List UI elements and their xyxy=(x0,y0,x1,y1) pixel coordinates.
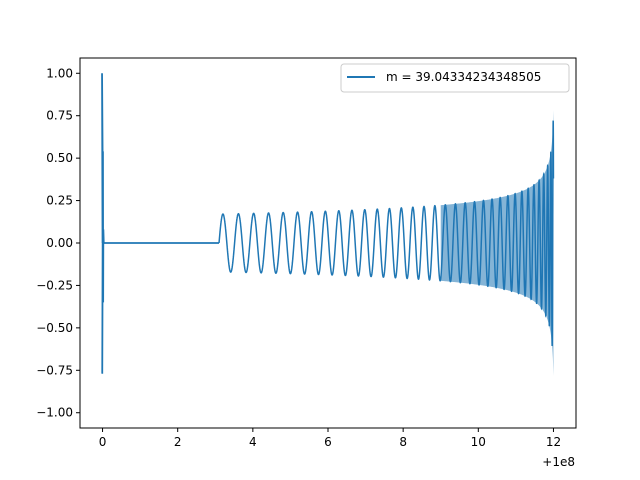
y-tick-label: 0.25 xyxy=(46,194,73,208)
x-tick-label: 10 xyxy=(471,435,486,449)
legend-box xyxy=(340,63,570,93)
x-tick-label: 8 xyxy=(399,435,407,449)
y-axis: −1.00 −0.75 −0.50 −0.25 0.00 0.25 0.50 0.75 1.00 xyxy=(36,66,80,420)
y-tick-label: 0.50 xyxy=(46,151,73,165)
x-offset-label: +1e8 xyxy=(542,455,575,469)
y-tick-label: 0.00 xyxy=(46,236,73,250)
x-tick-label: 4 xyxy=(249,435,257,449)
x-tick-label: 6 xyxy=(324,435,332,449)
series-spike xyxy=(101,73,105,374)
series-envelope xyxy=(440,110,554,376)
y-tick-label: 1.00 xyxy=(46,66,73,80)
y-tick-label: −0.25 xyxy=(36,278,73,292)
legend: m = 39.04334234348505 xyxy=(340,63,570,93)
x-tick-label: 0 xyxy=(99,435,107,449)
legend-label: m = 39.04334234348505 xyxy=(386,70,541,84)
x-tick-label: 12 xyxy=(546,435,561,449)
x-axis: 0 2 4 6 8 10 12 xyxy=(99,428,561,449)
plot-area xyxy=(101,73,555,376)
y-tick-label: 0.75 xyxy=(46,109,73,123)
y-tick-label: −0.75 xyxy=(36,363,73,377)
x-tick-label: 2 xyxy=(174,435,182,449)
y-tick-label: −0.50 xyxy=(36,321,73,335)
y-tick-label: −1.00 xyxy=(36,406,73,420)
